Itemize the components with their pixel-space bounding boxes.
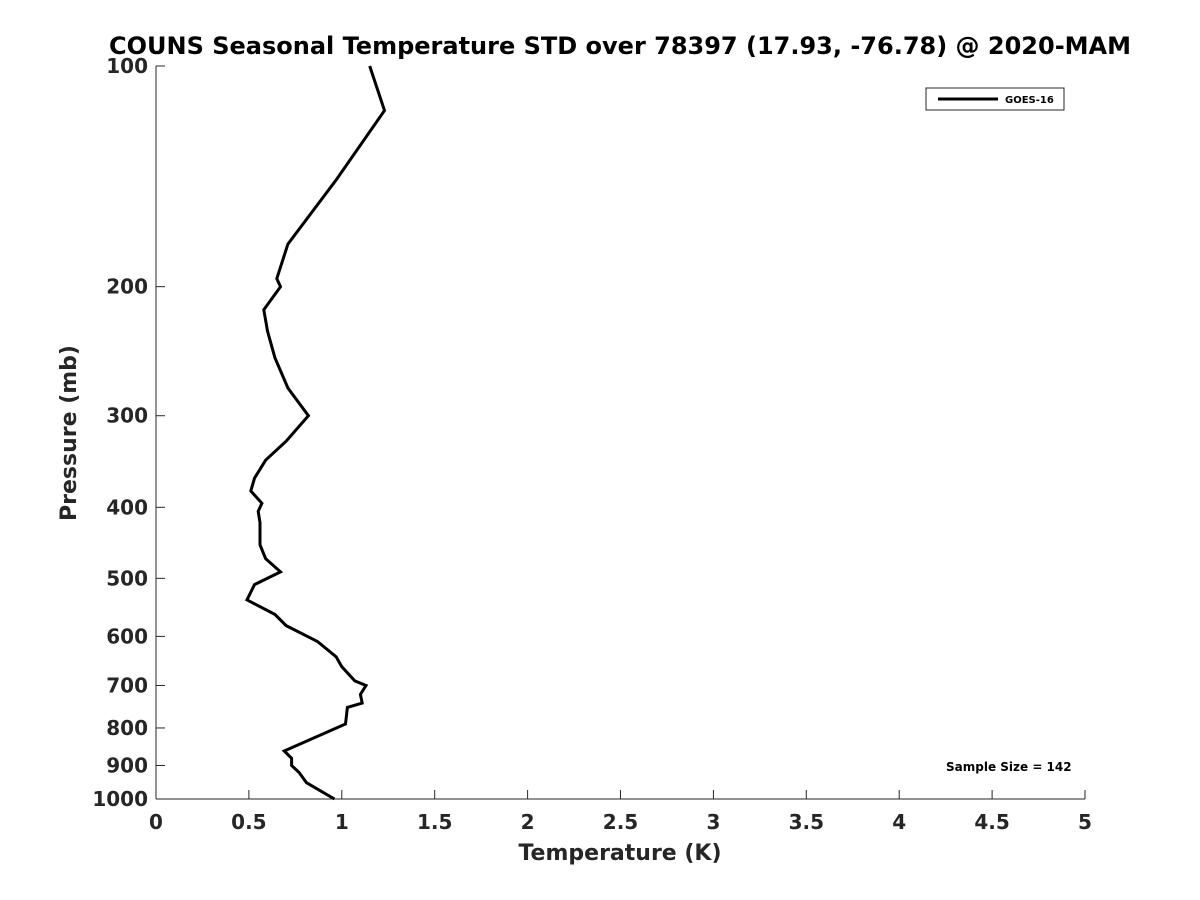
x-tick-label: 2.5 xyxy=(603,810,638,834)
x-tick-label: 4 xyxy=(892,810,906,834)
legend: GOES-16 xyxy=(925,87,1065,111)
x-axis-label: Temperature (K) xyxy=(518,841,721,866)
y-tick-label: 800 xyxy=(106,716,148,740)
x-tick-label: 1.5 xyxy=(417,810,452,834)
x-tick-label: 4.5 xyxy=(974,810,1009,834)
sample-size-annotation: Sample Size = 142 xyxy=(946,760,1072,774)
x-tick-label: 5 xyxy=(1078,810,1092,834)
x-tick-label: 0.5 xyxy=(231,810,266,834)
x-tick-label: 3 xyxy=(706,810,720,834)
y-tick-label: 200 xyxy=(106,275,148,299)
y-tick-label: 1000 xyxy=(92,787,148,811)
y-tick-label: 400 xyxy=(106,495,148,519)
chart-title: COUNS Seasonal Temperature STD over 7839… xyxy=(109,32,1131,60)
legend-label: GOES-16 xyxy=(1005,95,1054,106)
y-tick-label: 100 xyxy=(106,54,148,78)
y-axis-label: Pressure (mb) xyxy=(57,345,82,521)
y-tick-label: 600 xyxy=(106,624,148,648)
x-tick-label: 2 xyxy=(521,810,535,834)
y-tick-label: 500 xyxy=(106,566,148,590)
series-line-goes-16 xyxy=(245,65,387,801)
x-tick-label: 3.5 xyxy=(789,810,824,834)
x-tick-label: 0 xyxy=(149,810,163,834)
series-layer xyxy=(245,65,387,801)
y-tick-label: 700 xyxy=(106,673,148,697)
y-tick-label: 900 xyxy=(106,753,148,777)
x-tick-label: 1 xyxy=(335,810,349,834)
y-tick-label: 300 xyxy=(106,404,148,428)
axes: 0 0.5 1 1.5 2 2.5 3 3.5 4 4.5 5 100 200 300 400 500 600 7… xyxy=(92,54,1092,834)
